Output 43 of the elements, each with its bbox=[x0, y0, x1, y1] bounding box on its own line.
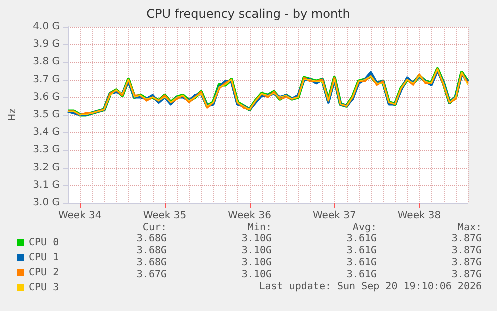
y-tick-label: 3.1 G bbox=[33, 180, 60, 191]
x-tick-label: Week 37 bbox=[313, 210, 356, 222]
x-tick-label: Week 38 bbox=[398, 210, 442, 222]
y-tick-label: 3.8 G bbox=[33, 56, 60, 68]
text: 3.68G bbox=[136, 234, 168, 244]
text: Min: bbox=[248, 222, 272, 234]
y-axis-title: Hz bbox=[8, 108, 18, 122]
x-tick-label: Week 35 bbox=[143, 210, 187, 222]
text: 3.87G bbox=[452, 270, 482, 280]
text: 3.61G bbox=[346, 270, 378, 280]
chart-title: CPU frequency scaling - by month bbox=[146, 7, 350, 21]
y-tick-label: 4.0 G bbox=[33, 22, 60, 32]
text: Max: bbox=[458, 222, 482, 234]
text: 3.10G bbox=[242, 270, 272, 280]
text: 3.68G bbox=[136, 246, 168, 256]
text: 3.61G bbox=[346, 258, 378, 268]
legend-label: CPU 2 bbox=[29, 268, 60, 278]
legend-label: CPU 0 bbox=[29, 238, 60, 248]
text: 3.61G bbox=[346, 246, 378, 256]
text: 3.67G bbox=[136, 270, 168, 280]
y-tick-label: 3.2 G bbox=[33, 162, 60, 174]
text: Avg: bbox=[352, 222, 378, 234]
x-tick-label: Week 34 bbox=[58, 210, 102, 222]
y-tick-label: 3.0 G bbox=[33, 198, 60, 208]
text: 3.10G bbox=[242, 234, 272, 244]
legend-label: CPU 1 bbox=[29, 252, 60, 264]
text: Last update: Sun Sep 20 19:10:06 2026 bbox=[259, 282, 482, 292]
y-tick-label: 3.7 G bbox=[33, 74, 60, 86]
y-tick-label: 3.5 G bbox=[33, 110, 60, 120]
x-tick-label: Week 36 bbox=[228, 210, 272, 222]
text: 3.61G bbox=[346, 234, 378, 244]
y-tick-label: 3.4 G bbox=[33, 127, 60, 138]
y-tick-label: 3.6 G bbox=[33, 92, 60, 103]
text: 3.87G bbox=[452, 246, 482, 256]
text: 3.87G bbox=[452, 258, 482, 268]
text: Cur: bbox=[142, 222, 168, 234]
text: 3.87G bbox=[452, 234, 482, 244]
legend-label: CPU 3 bbox=[29, 282, 60, 294]
text: 3.68G bbox=[136, 258, 168, 268]
text: 3.10G bbox=[242, 258, 272, 268]
text: 3.10G bbox=[242, 246, 272, 256]
y-tick-label: 3.3 G bbox=[33, 144, 60, 156]
y-tick-label: 3.9 G bbox=[33, 39, 60, 50]
